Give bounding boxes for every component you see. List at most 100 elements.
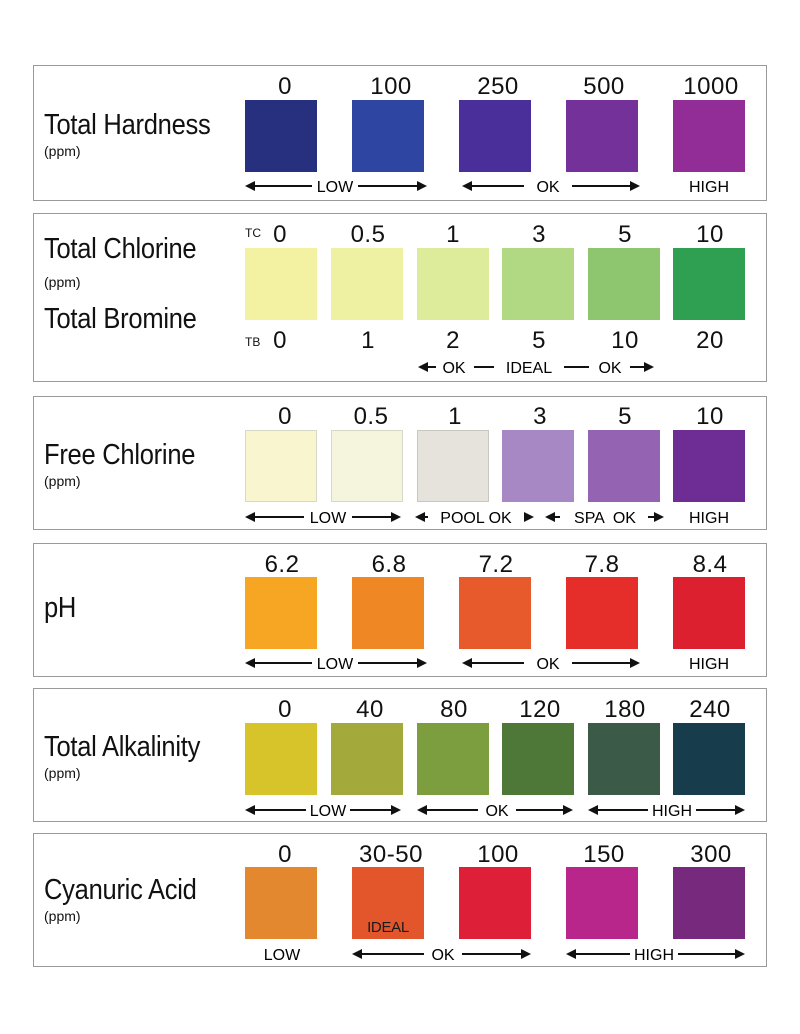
range-ok: OK (352, 947, 531, 964)
color-swatch (245, 430, 317, 502)
color-swatch (417, 248, 489, 320)
range-label: LOW (310, 803, 347, 820)
swatch-ideal-label: IDEAL (367, 919, 409, 936)
color-swatch (417, 723, 489, 795)
value-label: 120 (519, 696, 561, 723)
value-label-bottom: 1 (361, 327, 375, 354)
range-ok: OK (417, 803, 573, 820)
value-label: 80 (440, 696, 468, 723)
color-swatch (588, 248, 660, 320)
color-swatch: IDEAL (352, 867, 424, 939)
panel-title-secondary: Total Bromine (44, 303, 197, 335)
range-arrows: OK IDEAL OK (418, 360, 654, 377)
range-high: HIGH (588, 803, 745, 820)
color-swatch (673, 248, 745, 320)
range-low: LOW (245, 656, 427, 673)
value-label: 10 (696, 221, 724, 248)
value-label: 40 (356, 696, 384, 723)
value-label-bottom: 2 (446, 327, 460, 354)
color-swatch (673, 100, 745, 172)
panel-unit: (ppm) (44, 143, 81, 159)
value-label: 7.2 (478, 551, 514, 578)
panel-free-chlorine: Free Chlorine (ppm) 0 0.5 1 3 5 10 LOW P… (33, 396, 767, 530)
range-label: OK (485, 803, 508, 820)
value-label-bottom: 0 (273, 327, 287, 354)
panel-unit: (ppm) (44, 765, 81, 781)
value-label: 0.5 (350, 221, 386, 248)
value-label: 150 (583, 841, 625, 868)
prefix-tc: TC (245, 226, 261, 240)
value-label: 180 (604, 696, 646, 723)
color-swatch (245, 100, 317, 172)
panel-unit: (ppm) (44, 274, 81, 290)
range-ok: OK (462, 179, 640, 196)
value-label: 3 (532, 221, 546, 248)
color-swatch (331, 430, 403, 502)
range-ok: OK (462, 656, 640, 673)
color-swatch (459, 577, 531, 649)
value-label: 0.5 (353, 403, 389, 430)
color-swatch (566, 867, 638, 939)
value-label: 8.4 (692, 551, 728, 578)
color-swatch (566, 100, 638, 172)
panel-ph: pH 6.2 6.8 7.2 7.8 8.4 LOW OK HIGH (33, 543, 767, 677)
color-swatch (673, 867, 745, 939)
color-swatch (502, 430, 574, 502)
range-pool-ok: POOL OK (415, 510, 534, 527)
range-label-ok-left: OK (442, 360, 465, 377)
color-swatch (588, 430, 660, 502)
range-low: LOW (245, 179, 427, 196)
color-swatch (331, 248, 403, 320)
range-arrows: LOW OK HIGH (264, 947, 745, 964)
color-swatch (245, 867, 317, 939)
range-label: SPA OK (574, 510, 636, 527)
panel-title: Total Hardness (44, 109, 211, 141)
color-swatch (673, 430, 745, 502)
value-label: 30-50 (359, 841, 423, 868)
value-label: 250 (477, 73, 519, 100)
panel-title: pH (44, 592, 77, 624)
value-label: 300 (690, 841, 732, 868)
value-label: 6.2 (264, 551, 300, 578)
value-label: 0 (278, 696, 292, 723)
panel-cyanuric-acid: Cyanuric Acid (ppm) 0 30-50 100 150 300 … (33, 833, 767, 967)
value-label: 3 (533, 403, 547, 430)
color-swatch (245, 577, 317, 649)
value-label: 0 (278, 403, 292, 430)
value-label: 240 (689, 696, 731, 723)
range-label-high: HIGH (689, 510, 729, 527)
value-label: 500 (583, 73, 625, 100)
value-label-bottom: 10 (611, 327, 639, 354)
color-swatch (566, 577, 638, 649)
range-high: HIGH (566, 947, 745, 964)
range-low: LOW (245, 803, 401, 820)
value-label: 5 (618, 403, 632, 430)
color-swatch (352, 100, 424, 172)
range-label: LOW (310, 510, 347, 527)
color-swatch (673, 577, 745, 649)
value-label: 0 (273, 221, 287, 248)
panel-unit: (ppm) (44, 908, 81, 924)
color-swatch (417, 430, 489, 502)
range-arrows: LOW OK HIGH (245, 179, 729, 196)
color-swatch (673, 723, 745, 795)
color-swatch (588, 723, 660, 795)
color-swatch (459, 867, 531, 939)
range-spa-ok: SPA OK (545, 510, 664, 527)
panel-total-alkalinity: Total Alkalinity (ppm) 0 40 80 120 180 2… (33, 688, 767, 822)
prefix-tb: TB (245, 335, 261, 349)
range-low: LOW (245, 510, 401, 527)
color-swatch (352, 577, 424, 649)
range-arrows: LOW OK HIGH (245, 656, 729, 673)
value-label-bottom: 20 (696, 327, 724, 354)
value-label: 1 (448, 403, 462, 430)
color-swatch (245, 248, 317, 320)
range-arrows: LOW POOL OK SPA OK HIGH (245, 510, 729, 527)
value-label: 5 (618, 221, 632, 248)
range-label: LOW (317, 179, 354, 196)
range-label: LOW (317, 656, 354, 673)
range-label-high: HIGH (689, 656, 729, 673)
panel-total-chlorine-bromine: Total Chlorine (ppm) Total Bromine TC TB… (33, 213, 767, 382)
value-label: 100 (477, 841, 519, 868)
panel-title: Cyanuric Acid (44, 874, 197, 906)
